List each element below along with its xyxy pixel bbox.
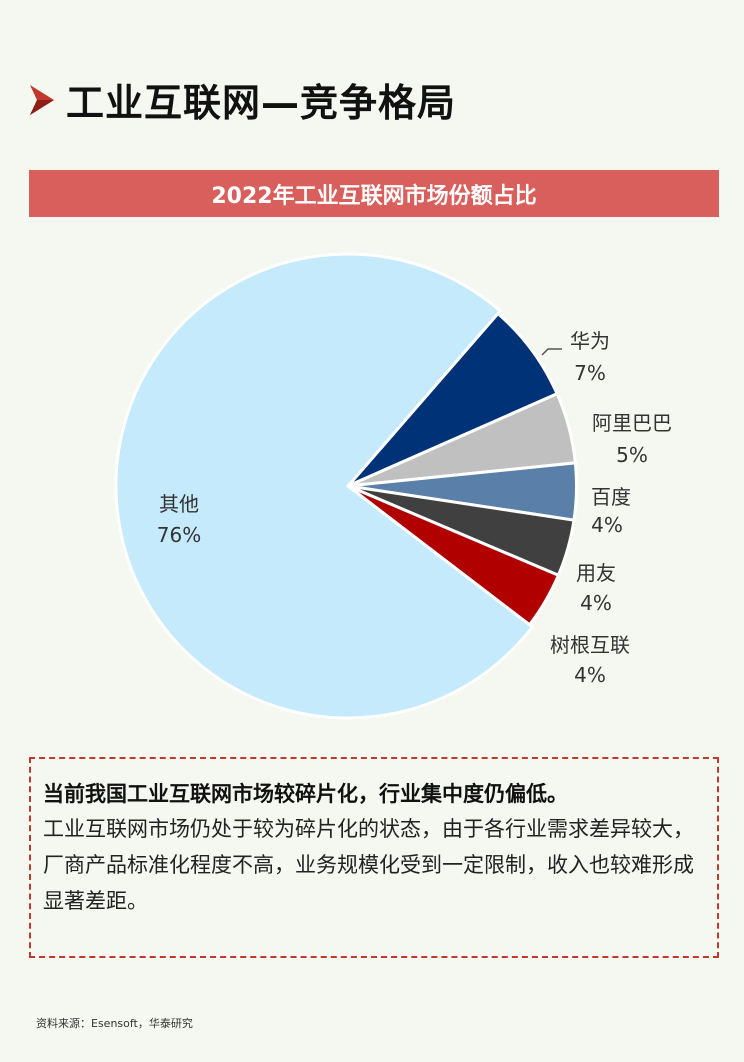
slice-name-rootcloud: 树根互联 <box>550 633 630 657</box>
arrow-right-icon <box>30 84 54 115</box>
page-title: 工业互联网—竞争格局 <box>66 81 457 125</box>
slice-name-other: 其他 <box>159 492 199 516</box>
summary-box: 当前我国工业互联网市场较碎片化，行业集中度仍偏低。 工业互联网市场仍处于较为碎片… <box>29 757 719 958</box>
slice-name-yonyou: 用友 <box>576 561 616 585</box>
slice-name-huawei: 华为 <box>570 329 610 353</box>
slice-value-baidu: 4% <box>591 513 623 537</box>
source-note: 资料来源：Esensoft，华泰研究 <box>36 1017 193 1030</box>
slice-value-huawei: 7% <box>574 361 606 385</box>
pie-slice-other <box>114 252 535 720</box>
summary-body: 工业互联网市场仍处于较为碎片化的状态，由于各行业需求差异较大，厂商产品标准化程度… <box>43 817 694 913</box>
slice-value-alibaba: 5% <box>616 443 648 467</box>
pie-chart: 华为 7% 阿里巴巴 5% 百度 4% 用友 4% 树根互联 4% 其他 76% <box>114 252 672 720</box>
slice-value-other: 76% <box>157 523 201 547</box>
chart-title-banner: 2022年工业互联网市场份额占比 <box>29 170 719 217</box>
summary-heading: 当前我国工业互联网市场较碎片化，行业集中度仍偏低。 <box>43 782 568 806</box>
slice-value-yonyou: 4% <box>580 591 612 615</box>
leader-line-huawei <box>541 348 562 356</box>
slice-value-rootcloud: 4% <box>574 663 606 687</box>
slice-name-alibaba: 阿里巴巴 <box>592 411 672 435</box>
slice-name-baidu: 百度 <box>591 485 631 509</box>
title-row: 工业互联网—竞争格局 <box>28 72 456 127</box>
